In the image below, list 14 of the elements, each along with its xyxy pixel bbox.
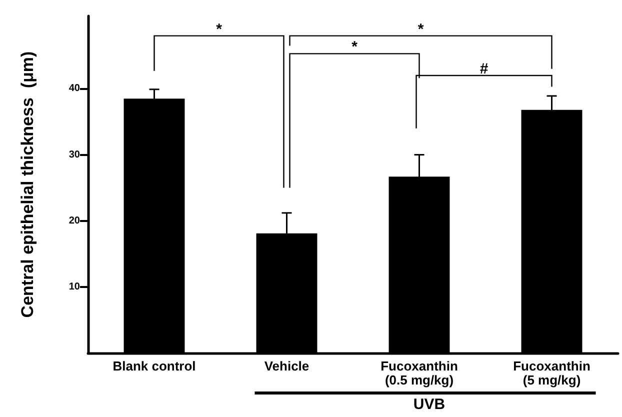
y-tick-label: 10: [68, 281, 80, 292]
x-tick-label: Fucoxanthin (0.5 mg/kg): [380, 358, 458, 388]
annotation: *: [352, 38, 358, 56]
x-tick-label: Blank control: [112, 358, 196, 374]
annotation: #: [480, 60, 489, 78]
text: UVB: [413, 396, 446, 413]
y-tick-label: 40: [68, 83, 80, 94]
y-tick-label: 30: [68, 149, 80, 160]
x-tick-label: Vehicle: [264, 358, 310, 374]
y-axis-title: Central epithelial thickness (μm): [18, 51, 37, 318]
y-tick-label: 20: [68, 215, 80, 226]
x-tick-label: Fucoxanthin (5 mg/kg): [513, 358, 590, 388]
annotation: *: [418, 20, 424, 38]
annotation: *: [216, 20, 222, 38]
